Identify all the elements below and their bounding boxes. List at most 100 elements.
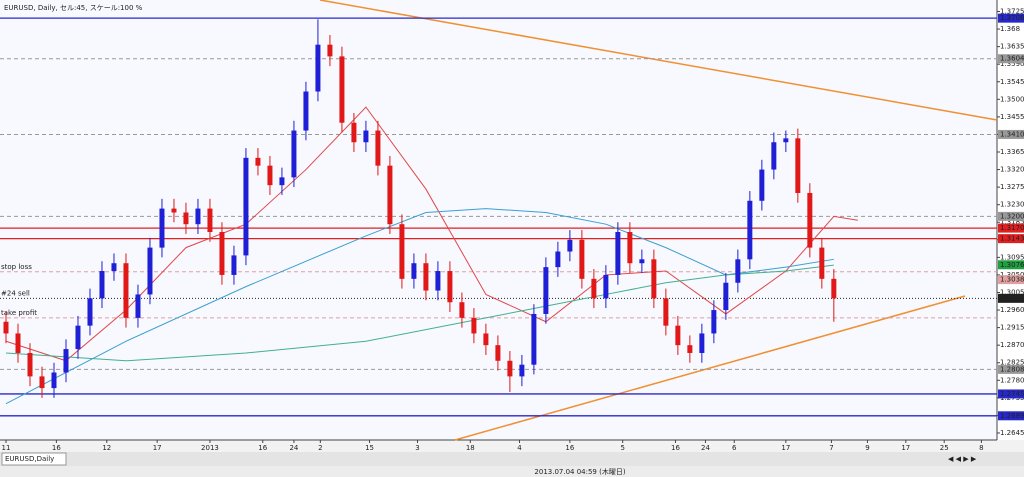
y-tick-label: 1.3185 <box>1000 218 1024 226</box>
candle-body <box>699 333 705 353</box>
candle-body <box>363 130 369 143</box>
candle-body <box>555 251 561 268</box>
x-tick-label: 7 <box>829 444 833 452</box>
price-box <box>998 411 1024 421</box>
candle-body <box>3 321 9 334</box>
candle-body <box>327 44 333 57</box>
tab-label[interactable]: EURUSD,Daily <box>5 455 54 463</box>
x-tick-label: 16 <box>52 444 61 452</box>
candle-body <box>135 294 141 318</box>
candle-body <box>375 130 381 166</box>
candle-body <box>63 349 69 373</box>
x-tick-label: 24 <box>289 444 298 452</box>
price-box <box>998 234 1024 244</box>
x-tick-label: 6 <box>732 444 737 452</box>
y-tick-label: 1.3230 <box>1000 201 1024 209</box>
candle-body <box>15 333 21 353</box>
price-box <box>998 389 1024 399</box>
candle-body <box>795 138 801 193</box>
x-tick-label: 16 <box>671 444 680 452</box>
tab[interactable] <box>1 452 67 466</box>
candle-body <box>783 138 789 143</box>
candle-body <box>183 212 189 225</box>
y-tick-label: 1.2870 <box>1000 341 1024 349</box>
candle-body <box>111 263 117 272</box>
price-line-text: take profit <box>1 309 37 317</box>
candle-body <box>231 255 237 275</box>
x-tick-label: 24 <box>701 444 710 452</box>
candle-body <box>87 298 93 326</box>
candle-body <box>399 224 405 279</box>
y-tick-label: 1.3725 <box>1000 8 1024 16</box>
candle-body <box>567 239 573 252</box>
y-tick-label: 1.368 <box>1000 25 1020 33</box>
candle-body <box>243 157 249 256</box>
candle-body <box>279 177 285 186</box>
candle-body <box>447 271 453 303</box>
candle-body <box>687 345 693 353</box>
candle-body <box>531 313 537 365</box>
y-tick-label: 1.3545 <box>1000 78 1024 86</box>
price-box-label: 1.2808 <box>1000 365 1024 373</box>
y-tick-label: 1.3635 <box>1000 43 1024 51</box>
candle-body <box>771 142 777 170</box>
candle-body <box>303 91 309 131</box>
price-box <box>998 364 1024 374</box>
candle-body <box>459 302 465 318</box>
candle-body <box>171 208 177 213</box>
candle-body <box>339 56 345 123</box>
candle-body <box>291 130 297 178</box>
candle-body <box>99 271 105 299</box>
x-tick-label: 16 <box>258 444 267 452</box>
candle-body <box>591 278 597 299</box>
candle-body <box>579 239 585 279</box>
candle-body <box>651 259 657 299</box>
candle-body <box>423 263 429 291</box>
candle-body <box>711 310 717 334</box>
candle-body <box>543 267 549 314</box>
price-box-label: 1.2745 <box>1000 390 1024 398</box>
candle-body <box>351 122 357 143</box>
x-tick-label: 8 <box>979 444 983 452</box>
price-box <box>998 275 1024 285</box>
x-tick-label: 3 <box>415 444 419 452</box>
trend-line <box>319 0 998 121</box>
scroll-buttons[interactable]: ◀ ◀ ▶ ▶ <box>948 455 977 463</box>
candle-body <box>627 232 633 264</box>
y-tick-label: 1.3455 <box>1000 113 1024 121</box>
price-box-label: 1.3076 <box>1000 261 1024 269</box>
candle-body <box>603 274 609 299</box>
x-tick-label: 16 <box>565 444 574 452</box>
y-tick-label: 1.3275 <box>1000 183 1024 191</box>
candle-body <box>387 165 393 225</box>
candle-body <box>663 298 669 326</box>
candle-body <box>735 259 741 283</box>
x-tick-label: 5 <box>620 444 624 452</box>
status-bar <box>0 466 1024 477</box>
x-tick-label: 11 <box>2 444 11 452</box>
x-tick-label: 25 <box>940 444 949 452</box>
price-box-label: 1.3038 <box>1000 276 1024 284</box>
candle-body <box>123 263 129 318</box>
price-box-label: 1.3200 <box>1000 212 1024 220</box>
candle-body <box>315 44 321 92</box>
candle-body <box>807 192 813 248</box>
candle-body <box>747 200 753 260</box>
candle-body <box>471 317 477 334</box>
price-box-label: 1.3143 <box>1000 235 1024 243</box>
x-tick-label: 2013 <box>201 444 219 452</box>
candle-body <box>507 360 513 377</box>
candle-body <box>267 165 273 186</box>
x-tick-label: 12 <box>102 444 111 452</box>
candle-body <box>255 157 261 166</box>
x-tick-label: 4 <box>517 444 522 452</box>
price-box-label: 1.3708 <box>1000 14 1024 22</box>
y-tick-label: 1.3500 <box>1000 95 1024 103</box>
x-tick-label: 2 <box>318 444 322 452</box>
price-box-label: 1.3170 <box>1000 224 1024 232</box>
y-tick-label: 1.3050 <box>1000 271 1024 279</box>
y-tick-label: 1.3095 <box>1000 253 1024 261</box>
candle-body <box>159 208 165 248</box>
